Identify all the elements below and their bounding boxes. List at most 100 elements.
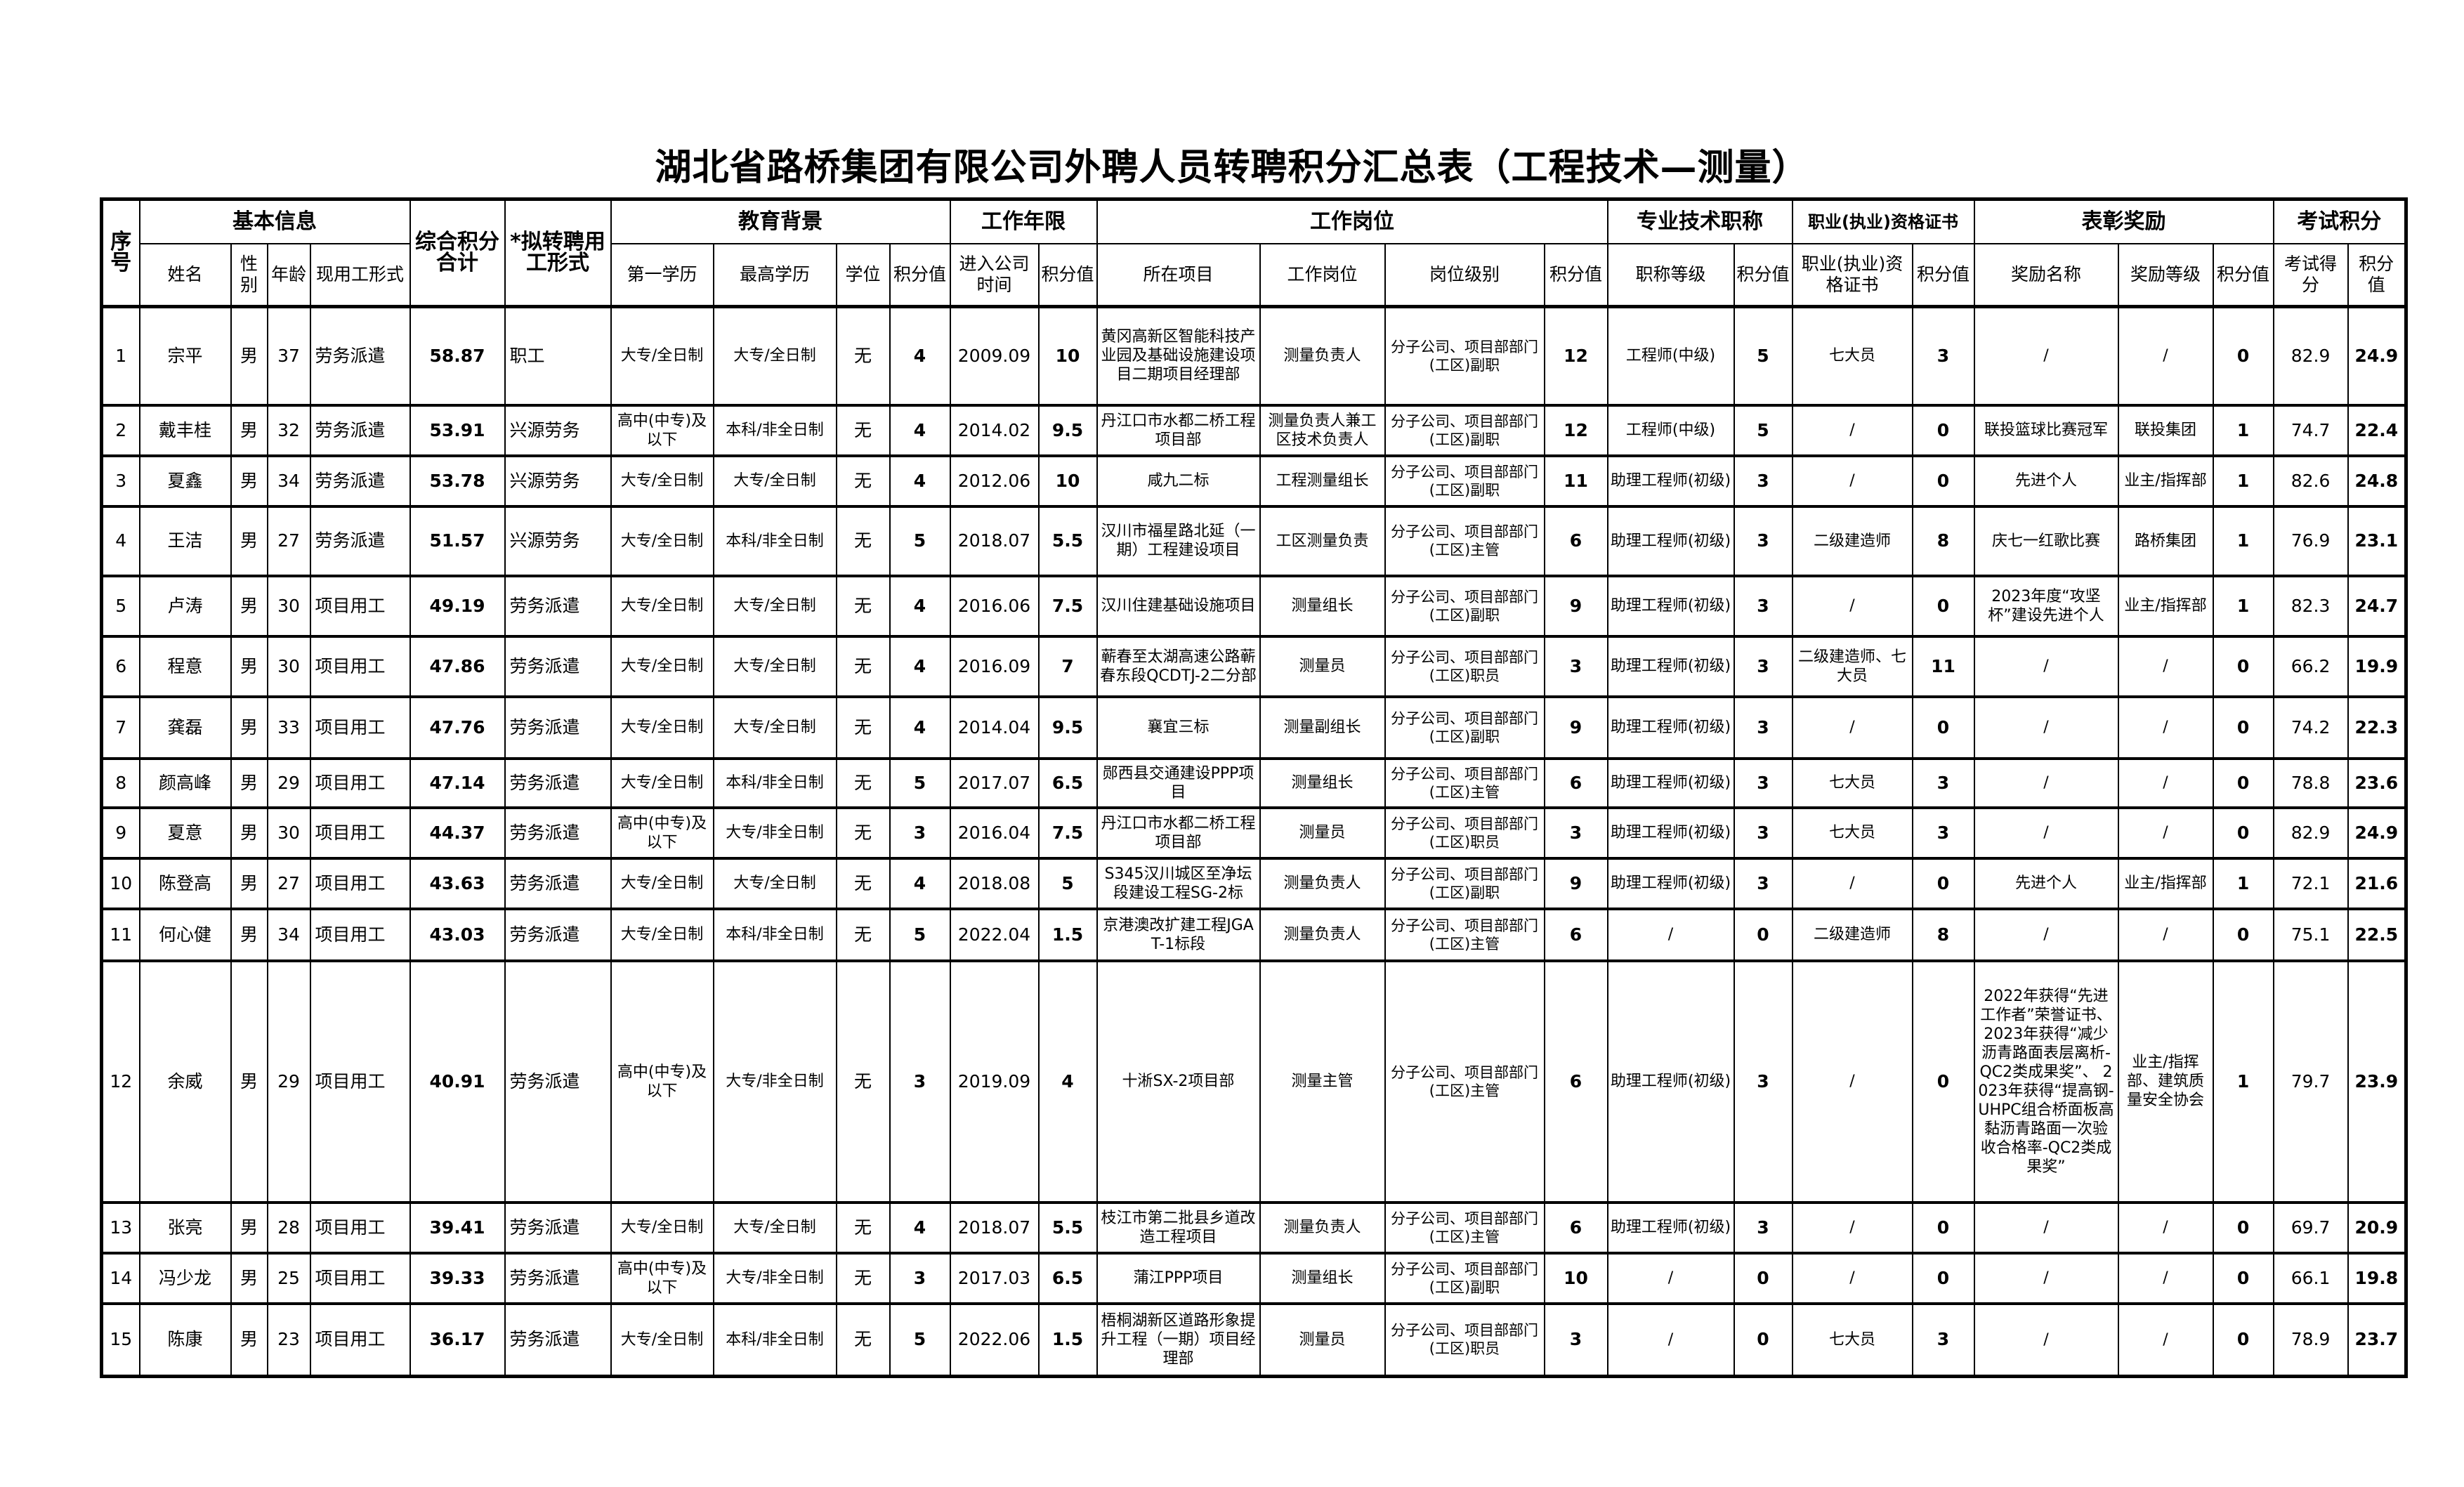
cell-award-level: 联投集团 [2117, 404, 2214, 457]
cell-gender: 男 [230, 505, 268, 577]
cell-years-score: 9.5 [1037, 404, 1098, 457]
cell-award-name: 2023年度“攻坚杯”建设先进个人 [1973, 575, 2119, 637]
cell-award-level: / [2117, 695, 2214, 759]
cell-edu1: 高中(中专)及以下 [610, 1252, 714, 1304]
cell-name: 陈登高 [138, 857, 232, 910]
header-age: 年龄 [266, 243, 311, 308]
cell-exam-score: 24.7 [2347, 575, 2407, 637]
cell-cert-name: 七大员 [1791, 806, 1913, 859]
cell-title-score: 3 [1733, 505, 1793, 577]
cell-total: 47.76 [409, 695, 506, 759]
cell-years-score: 5.5 [1037, 505, 1098, 577]
cell-gender: 男 [230, 857, 268, 910]
cell-exam-result: 78.8 [2272, 757, 2349, 808]
cell-current: 项目用工 [309, 908, 411, 962]
cell-edu1: 大专/全日制 [610, 908, 714, 962]
cell-exam-result: 82.9 [2272, 306, 2349, 406]
cell-exam-result: 82.9 [2272, 806, 2349, 859]
cell-title-score: 3 [1733, 575, 1793, 637]
cell-name: 陈康 [138, 1302, 232, 1377]
cell-pos-score: 12 [1543, 306, 1608, 406]
cell-exam-score: 24.8 [2347, 454, 2407, 507]
header-proposed-form: *拟转聘用工形式 [504, 198, 612, 308]
cell-gender: 男 [230, 695, 268, 759]
cell-name: 夏意 [138, 806, 232, 859]
cell-current: 项目用工 [309, 635, 411, 697]
cell-position: 测量组长 [1259, 575, 1386, 637]
cell-current: 劳务派遣 [309, 454, 411, 507]
cell-exam-score: 23.1 [2347, 505, 2407, 577]
cell-exam-result: 82.6 [2272, 454, 2349, 507]
cell-cert-score: 0 [1911, 857, 1975, 910]
cell-seq: 8 [100, 757, 140, 808]
cell-seq: 2 [100, 404, 140, 457]
cell-edu-high: 本科/非全日制 [712, 908, 837, 962]
cell-total: 43.03 [409, 908, 506, 962]
header-level: 岗位级别 [1384, 243, 1545, 308]
cell-project: S345汉川城区至净坛段建设工程SG-2标 [1096, 857, 1261, 910]
cell-exam-score: 23.6 [2347, 757, 2407, 808]
cell-cert-score: 0 [1911, 454, 1975, 507]
header-name: 姓名 [138, 243, 232, 308]
cell-pos-score: 3 [1543, 635, 1608, 697]
cell-join-date: 2018.07 [949, 505, 1040, 577]
cell-title-level: / [1606, 1252, 1735, 1304]
cell-edu-score: 4 [889, 306, 951, 406]
cell-age: 27 [266, 857, 311, 910]
cell-exam-score: 22.5 [2347, 908, 2407, 962]
cell-age: 34 [266, 454, 311, 507]
page-title: 湖北省路桥集团有限公司外聘人员转聘积分汇总表（工程技术—测量） [655, 147, 1809, 189]
cell-title-score: 3 [1733, 857, 1793, 910]
cell-project: 黄冈高新区智能科技产业园及基础设施建设项目二期项目经理部 [1096, 306, 1261, 406]
cell-cert-name: / [1791, 857, 1913, 910]
cell-name: 张亮 [138, 1201, 232, 1254]
cell-title-level: 助理工程师(初级) [1606, 1201, 1735, 1254]
cell-level: 分子公司、项目部部门(工区)主管 [1384, 959, 1545, 1203]
cell-edu1: 大专/全日制 [610, 1201, 714, 1254]
cell-edu1: 大专/全日制 [610, 635, 714, 697]
cell-award-name: / [1973, 306, 2119, 406]
cell-join-date: 2014.02 [949, 404, 1040, 457]
header-award-level: 奖励等级 [2117, 243, 2214, 308]
cell-edu-score: 4 [889, 1201, 951, 1254]
cell-total: 43.63 [409, 857, 506, 910]
cell-title-score: 3 [1733, 757, 1793, 808]
cell-edu1: 大专/全日制 [610, 1302, 714, 1377]
cell-years-score: 10 [1037, 306, 1098, 406]
cell-gender: 男 [230, 306, 268, 406]
cell-degree: 无 [835, 757, 891, 808]
header-basic-info: 基本信息 [138, 198, 411, 244]
cell-proposed: 劳务派遣 [504, 575, 612, 637]
cell-title-score: 0 [1733, 1302, 1793, 1377]
cell-title-level: 助理工程师(初级) [1606, 635, 1735, 697]
cell-title-level: 工程师(中级) [1606, 306, 1735, 406]
cell-edu-high: 大专/全日制 [712, 306, 837, 406]
header-exam-result: 考试得分 [2272, 243, 2349, 308]
cell-total: 36.17 [409, 1302, 506, 1377]
cell-exam-result: 75.1 [2272, 908, 2349, 962]
cell-name: 龚磊 [138, 695, 232, 759]
cell-join-date: 2018.07 [949, 1201, 1040, 1254]
header-degree: 学位 [835, 243, 891, 308]
cell-proposed: 劳务派遣 [504, 757, 612, 808]
cell-award-score: 1 [2212, 454, 2274, 507]
cell-cert-name: 二级建造师、七大员 [1791, 635, 1913, 697]
cell-seq: 12 [100, 959, 140, 1203]
table-row: 12 余威男 29 项目用工 40.91 劳务派遣 高中(中专)及以下 大专/非全日制无 3 20… [100, 959, 2407, 1203]
header-current-form: 现用工形式 [309, 243, 411, 308]
cell-level: 分子公司、项目部部门(工区)副职 [1384, 306, 1545, 406]
cell-total: 39.41 [409, 1201, 506, 1254]
cell-degree: 无 [835, 635, 891, 697]
cell-level: 分子公司、项目部部门(工区)主管 [1384, 757, 1545, 808]
cell-pos-score: 6 [1543, 908, 1608, 962]
cell-total: 58.87 [409, 306, 506, 406]
header-cert-score: 积分值 [1911, 243, 1975, 308]
cell-degree: 无 [835, 959, 891, 1203]
cell-years-score: 9.5 [1037, 695, 1098, 759]
cell-level: 分子公司、项目部部门(工区)副职 [1384, 1252, 1545, 1304]
cell-edu-high: 本科/非全日制 [712, 757, 837, 808]
cell-gender: 男 [230, 757, 268, 808]
cell-award-score: 1 [2212, 505, 2274, 577]
cell-proposed: 劳务派遣 [504, 1201, 612, 1254]
cell-position: 测量副组长 [1259, 695, 1386, 759]
